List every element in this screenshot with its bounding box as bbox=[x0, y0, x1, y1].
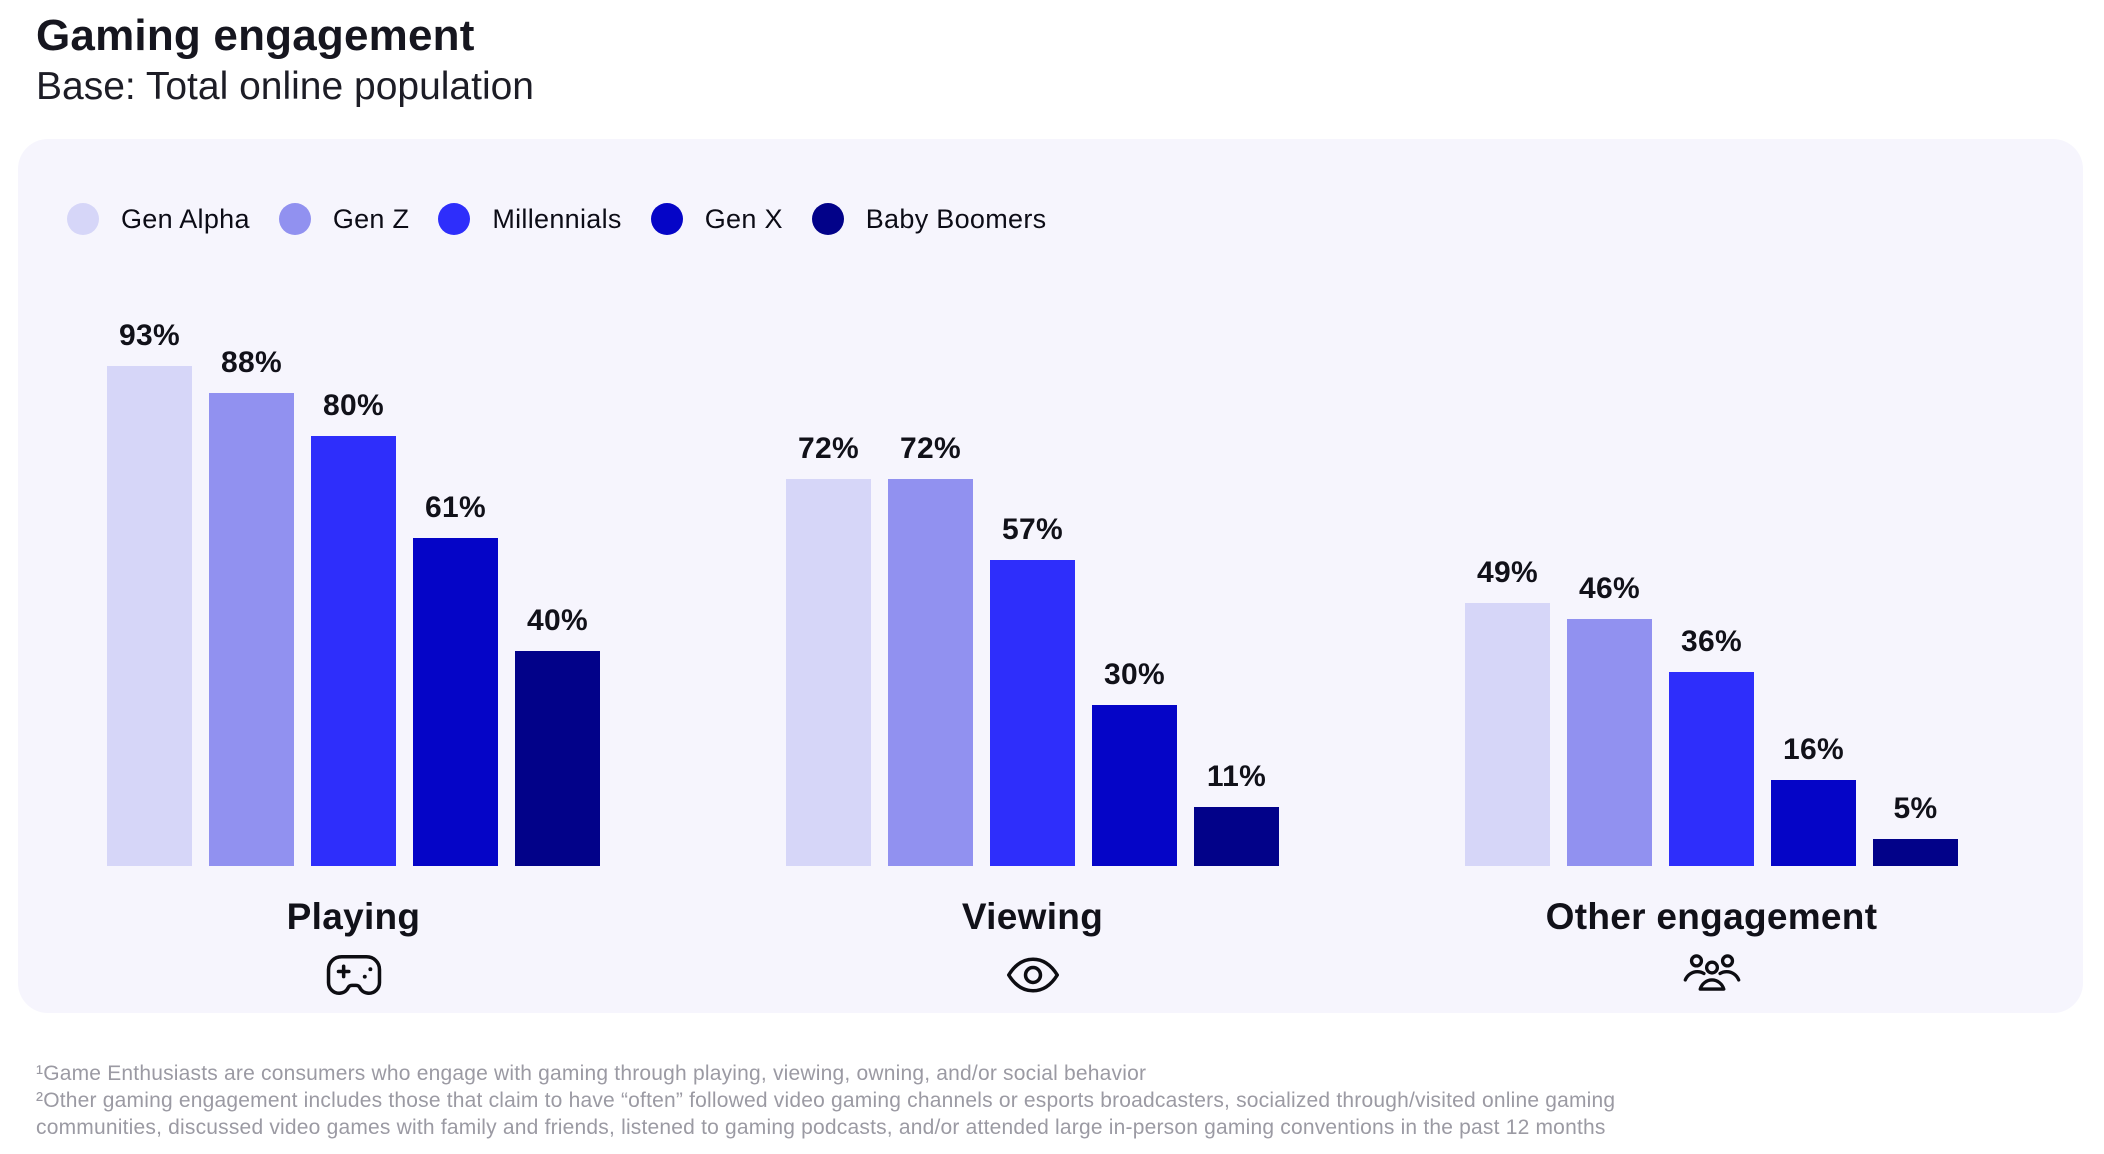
legend-item: Baby Boomers bbox=[811, 203, 1047, 235]
page-subtitle: Base: Total online population bbox=[36, 65, 534, 108]
bar-value-label: 40% bbox=[527, 604, 588, 637]
bar-cell: 36% bbox=[1669, 625, 1754, 866]
bar bbox=[1194, 807, 1279, 866]
chart-groups: 93% 88% 80% 61% 40% Playing 7 bbox=[107, 319, 1958, 1000]
legend-color-dot bbox=[438, 203, 471, 235]
footnotes: ¹Game Enthusiasts are consumers who enga… bbox=[36, 1060, 1636, 1141]
group-icon-wrap bbox=[1005, 950, 1061, 1000]
group-icon-wrap bbox=[325, 950, 383, 1000]
bar-value-label: 80% bbox=[323, 389, 384, 422]
bar bbox=[888, 479, 973, 866]
gamepad-icon bbox=[326, 955, 381, 995]
bar bbox=[515, 651, 600, 866]
bar-value-label: 46% bbox=[1579, 572, 1640, 605]
legend-color-dot bbox=[650, 203, 683, 235]
eye-icon bbox=[1006, 957, 1059, 993]
bar-cell: 11% bbox=[1194, 760, 1279, 866]
group-label: Other engagement bbox=[1545, 896, 1878, 937]
people-icon bbox=[1683, 954, 1740, 991]
bar-cell: 57% bbox=[990, 513, 1075, 866]
bar-cell: 61% bbox=[413, 491, 498, 866]
bar-value-label: 36% bbox=[1681, 625, 1742, 658]
legend-item: Millennials bbox=[438, 203, 621, 235]
legend-item: Gen X bbox=[650, 203, 783, 235]
bar-value-label: 61% bbox=[425, 491, 486, 524]
bar bbox=[786, 479, 871, 866]
bar-cell: 80% bbox=[311, 389, 396, 866]
bar-cell: 72% bbox=[786, 432, 871, 866]
bar-cell: 5% bbox=[1873, 792, 1958, 866]
bar-value-label: 88% bbox=[221, 346, 282, 379]
bar-cell: 40% bbox=[515, 604, 600, 866]
bar-value-label: 11% bbox=[1206, 760, 1267, 793]
legend-label: Gen Alpha bbox=[121, 203, 250, 234]
legend-color-dot bbox=[67, 203, 99, 235]
footnote-line: ²Other gaming engagement includes those … bbox=[36, 1089, 1616, 1112]
legend-label: Baby Boomers bbox=[865, 203, 1047, 234]
bar-cell: 49% bbox=[1465, 556, 1550, 866]
bar bbox=[1771, 780, 1856, 866]
bar bbox=[1873, 839, 1958, 866]
bar-group: 49% 46% 36% 16% 5% Other engagement bbox=[1465, 366, 1958, 1000]
bar-cell: 16% bbox=[1771, 733, 1856, 866]
bar bbox=[1465, 603, 1550, 866]
group-icon-wrap bbox=[1682, 950, 1742, 1000]
bar bbox=[107, 366, 192, 866]
footnote-line: ¹Game Enthusiasts are consumers who enga… bbox=[36, 1062, 1147, 1085]
group-bars: 49% 46% 36% 16% 5% bbox=[1465, 366, 1958, 866]
bar-cell: 88% bbox=[209, 346, 294, 866]
legend-item: Gen Alpha bbox=[67, 203, 250, 235]
legend-label: Gen X bbox=[704, 203, 783, 234]
page-header: Gaming engagement Base: Total online pop… bbox=[36, 10, 534, 112]
bar-value-label: 72% bbox=[900, 432, 961, 465]
bar-cell: 30% bbox=[1092, 658, 1177, 866]
legend: Gen Alpha Gen Z Millennials Gen X Baby B… bbox=[67, 203, 1046, 235]
bar-value-label: 93% bbox=[119, 319, 180, 352]
bar-cell: 72% bbox=[888, 432, 973, 866]
bar-cell: 93% bbox=[107, 319, 192, 866]
legend-label: Gen Z bbox=[332, 203, 410, 234]
legend-color-dot bbox=[278, 203, 311, 235]
page-title: Gaming engagement bbox=[36, 11, 475, 60]
bar-value-label: 72% bbox=[798, 432, 859, 465]
bar bbox=[1092, 705, 1177, 866]
legend-label: Millennials bbox=[492, 203, 622, 234]
bar-value-label: 16% bbox=[1783, 733, 1844, 766]
bar bbox=[1669, 672, 1754, 866]
chart-card: Gen Alpha Gen Z Millennials Gen X Baby B… bbox=[18, 139, 2083, 1013]
group-bars: 93% 88% 80% 61% 40% bbox=[107, 319, 600, 866]
bar bbox=[209, 393, 294, 866]
group-label: Viewing bbox=[961, 896, 1104, 937]
bar-value-label: 30% bbox=[1104, 658, 1165, 691]
group-bars: 72% 72% 57% 30% 11% bbox=[786, 366, 1279, 866]
legend-color-dot bbox=[811, 203, 844, 235]
bar-cell: 46% bbox=[1567, 572, 1652, 866]
bar-group: 72% 72% 57% 30% 11% Viewing bbox=[786, 366, 1279, 1000]
bar bbox=[413, 538, 498, 866]
group-label: Playing bbox=[286, 896, 421, 937]
bar bbox=[990, 560, 1075, 866]
bar-group: 93% 88% 80% 61% 40% Playing bbox=[107, 319, 600, 1000]
bar bbox=[311, 436, 396, 866]
bar-value-label: 57% bbox=[1002, 513, 1063, 546]
bar bbox=[1567, 619, 1652, 866]
bar-value-label: 49% bbox=[1477, 556, 1538, 589]
bar-value-label: 5% bbox=[1893, 792, 1938, 825]
footnote-line: communities, discussed video games with … bbox=[36, 1116, 1606, 1139]
legend-item: Gen Z bbox=[278, 203, 410, 235]
